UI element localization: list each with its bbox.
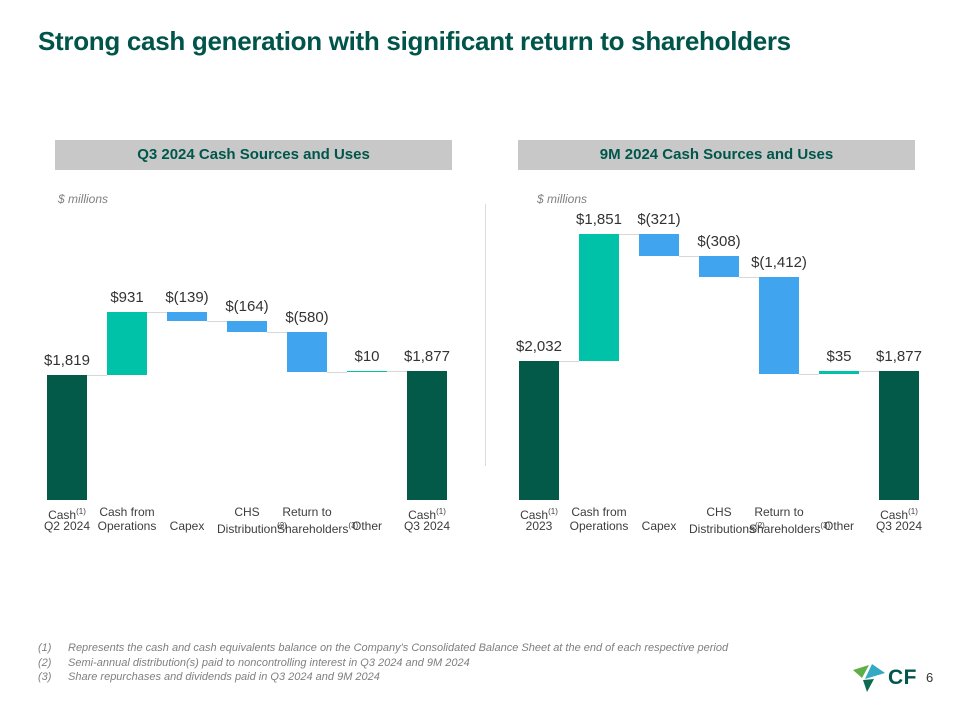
- axis-label: Return to Shareholders(3): [749, 505, 831, 536]
- waterfall-connector-line: [327, 372, 347, 374]
- bar-value-label: $1,851: [576, 211, 622, 229]
- waterfall-bar-cash-from-operations: [579, 234, 619, 361]
- footnote-marker: (1): [38, 642, 52, 654]
- waterfall-connector-line: [799, 373, 819, 375]
- waterfall-chart-9m-2024: $2,032 Cash(1) 2023 $1,851 Cash from Operatio…: [509, 200, 929, 536]
- waterfall-connector-line: [619, 234, 639, 236]
- waterfall-bar-cash-q3-2024: [879, 371, 919, 500]
- waterfall-connector-line: [267, 332, 287, 334]
- axis-label: Cash(1) Q3 2024: [403, 507, 451, 533]
- bar-value-label: $2,032: [516, 337, 562, 355]
- waterfall-connector-line: [679, 256, 699, 258]
- axis-label: Cash(1) 2023: [520, 507, 558, 533]
- bar-value-label: $35: [826, 348, 852, 366]
- waterfall-bar-cash-q2-2024: [47, 375, 87, 500]
- bar-value-label: $(164): [225, 298, 269, 316]
- chart-divider-line: [485, 204, 486, 466]
- axis-label: Cash from Operations: [97, 505, 157, 533]
- waterfall-bar-capex: [639, 234, 679, 257]
- waterfall-connector-line: [387, 371, 407, 373]
- footnote-2: (2) Semi-annual distribution(s) paid to …: [38, 656, 798, 671]
- waterfall-connector-line: [859, 371, 879, 373]
- waterfall-bar-capex: [167, 311, 207, 322]
- bar-value-label: $10: [354, 348, 380, 366]
- waterfall-bar-return-to-shareholders: [287, 332, 327, 373]
- bar-value-label: $1,819: [44, 352, 90, 370]
- footnote-3: (3) Share repurchases and dividends paid…: [38, 670, 798, 685]
- axis-label: Capex: [169, 519, 205, 533]
- waterfall-bar-other: [347, 371, 387, 373]
- waterfall-connector-line: [559, 360, 579, 362]
- footnote-text: Share repurchases and dividends paid in …: [68, 671, 380, 683]
- axis-label: Capex: [641, 519, 677, 533]
- footnotes: (1) Represents the cash and cash equival…: [38, 641, 798, 685]
- slide-title: Strong cash generation with significant …: [38, 26, 791, 56]
- footnote-text: Represents the cash and cash equivalents…: [68, 642, 729, 654]
- bar-value-label: $1,877: [404, 348, 450, 366]
- axis-label: CHS Distribution(2): [217, 505, 287, 536]
- chart-header-9m-2024: 9M 2024 Cash Sources and Uses: [518, 140, 915, 170]
- waterfall-bar-chs-distributions: [699, 256, 739, 278]
- bar-value-label: $(308): [697, 233, 741, 251]
- bar-value-label: $(580): [285, 309, 329, 327]
- axis-label: Return to Shareholders(3): [277, 505, 359, 536]
- waterfall-bar-cash-2023: [519, 360, 559, 500]
- waterfall-connector-line: [147, 311, 167, 313]
- axis-label: Other: [823, 519, 854, 533]
- cf-logo: CF: [852, 663, 917, 693]
- cf-logo-mark-icon: [853, 664, 885, 692]
- waterfall-chart-q3-2024: $1,819 Cash(1) Q2 2024 $931 Cash from Operati…: [37, 200, 457, 536]
- footnote-text: Semi-annual distribution(s) paid to nonc…: [68, 656, 470, 669]
- waterfall-connector-line: [739, 277, 759, 279]
- bar-value-label: $931: [110, 288, 144, 306]
- footnote-marker: (3): [38, 671, 52, 683]
- waterfall-connector-line: [87, 375, 107, 377]
- units-label-q3: $ millions: [58, 192, 109, 206]
- waterfall-bar-chs-distribution: [227, 321, 267, 333]
- cf-logo-text: CF: [888, 666, 917, 689]
- chart-header-q3-2024: Q3 2024 Cash Sources and Uses: [55, 140, 452, 170]
- axis-label: Cash from Operations: [569, 505, 629, 533]
- axis-label: Cash(1) Q2 2024: [43, 507, 91, 533]
- axis-label: Cash(1) Q3 2024: [875, 507, 923, 533]
- waterfall-bar-other: [819, 371, 859, 374]
- axis-label: CHS Distributions(2): [689, 505, 765, 536]
- footnote-marker: (2): [38, 656, 52, 669]
- waterfall-bar-return-to-shareholders: [759, 277, 799, 374]
- bar-value-label: $(1,412): [751, 254, 807, 272]
- page-number: 6: [926, 670, 934, 685]
- waterfall-bar-cash-q3-2024: [407, 371, 447, 500]
- units-label-9m: $ millions: [537, 192, 588, 206]
- axis-label: Other: [351, 519, 382, 533]
- waterfall-bar-cash-from-operations: [107, 311, 147, 376]
- waterfall-connector-line: [207, 321, 227, 323]
- bar-value-label: $(321): [637, 211, 681, 229]
- footnote-1: (1) Represents the cash and cash equival…: [38, 641, 798, 656]
- bar-value-label: $1,877: [876, 348, 922, 366]
- bar-value-label: $(139): [165, 288, 209, 306]
